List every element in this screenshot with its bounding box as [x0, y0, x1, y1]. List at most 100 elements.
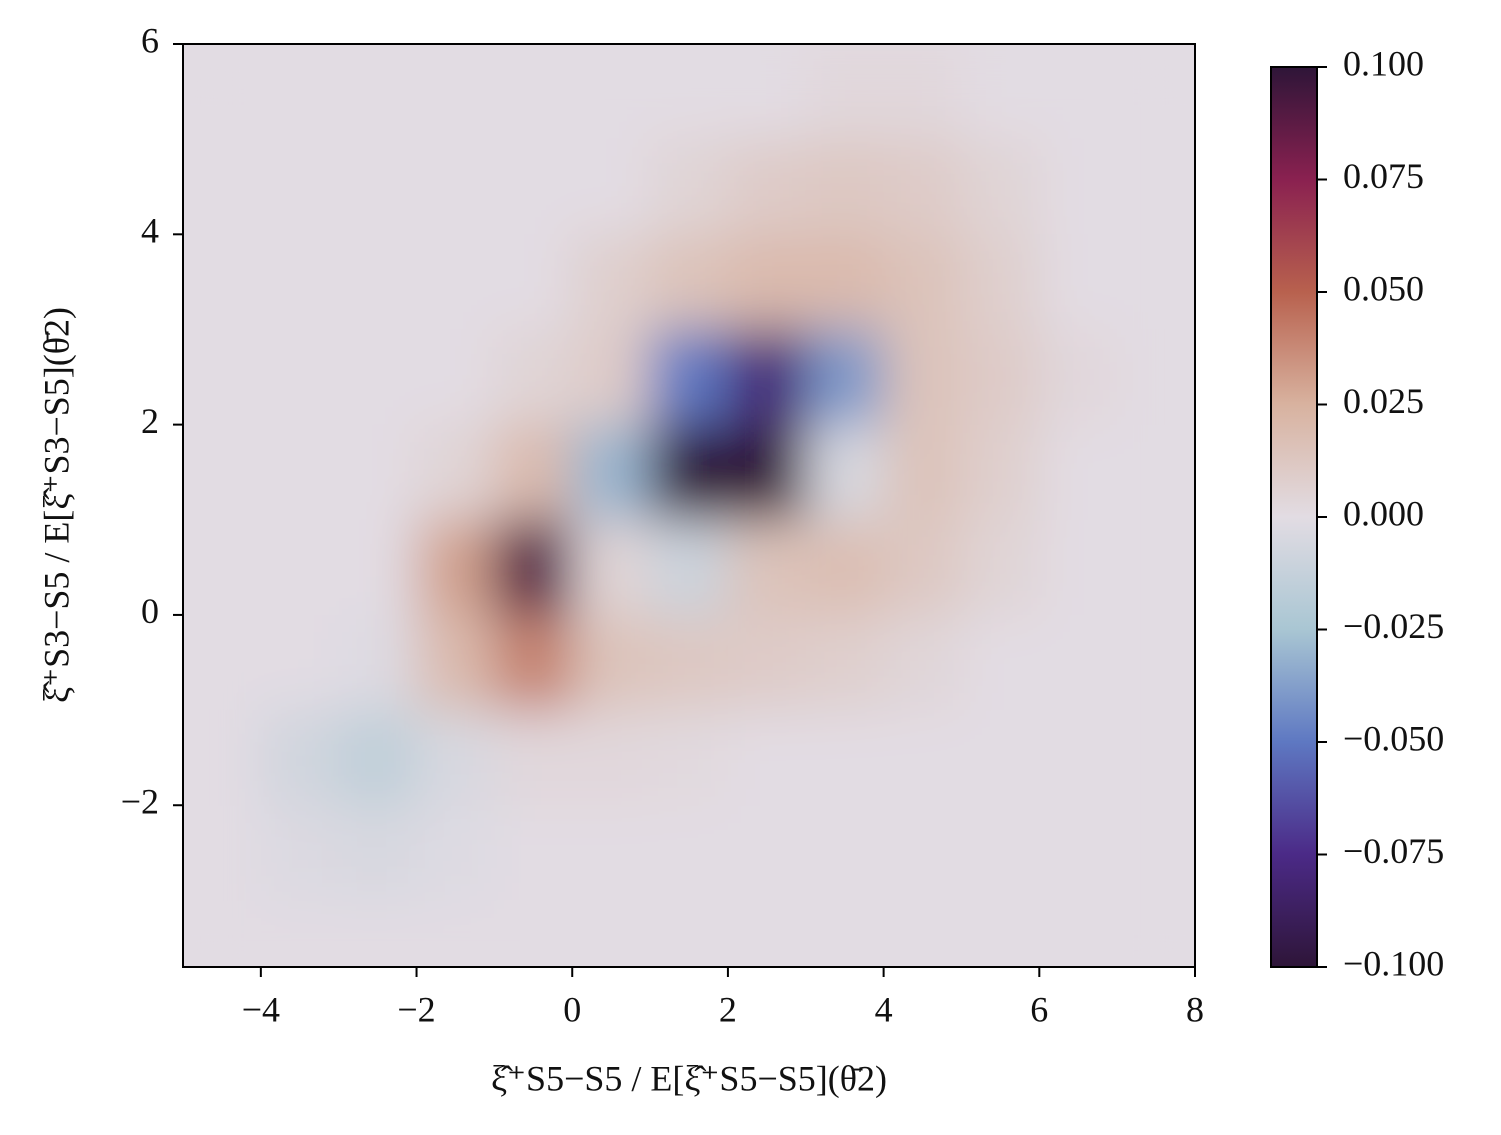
heat-cell: [961, 44, 1040, 140]
heat-cell: [883, 329, 962, 426]
heat-cell: [805, 234, 885, 330]
heat-cell: [727, 44, 807, 140]
heat-cell: [494, 805, 573, 901]
heat-cell: [650, 329, 729, 426]
x-tick-label: 0: [563, 989, 581, 1029]
heat-cell: [1039, 424, 1118, 521]
heat-cell: [183, 614, 262, 711]
heat-cell: [494, 614, 573, 711]
heat-cell: [416, 805, 495, 901]
heat-cell: [650, 710, 729, 806]
heat-cell: [1039, 519, 1118, 616]
heat-cell: [961, 805, 1040, 901]
heat-cell: [961, 710, 1040, 806]
heat-cell: [183, 519, 262, 616]
colorbar-tick-label: 0.050: [1343, 268, 1424, 308]
heat-cell: [650, 424, 729, 521]
heat-cell: [260, 900, 340, 967]
heat-cell: [727, 139, 807, 235]
heat-cell: [1117, 234, 1195, 330]
heat-cell: [1039, 900, 1118, 967]
heat-cell: [338, 234, 418, 330]
heat-cell: [805, 710, 885, 806]
heat-cell: [338, 805, 418, 901]
heat-cell: [650, 519, 729, 616]
heat-cell: [961, 329, 1040, 426]
x-tick-label: 8: [1186, 989, 1204, 1029]
heat-cell: [650, 139, 729, 235]
heat-cell: [650, 900, 729, 967]
heat-cell: [727, 900, 807, 967]
heat-cell: [416, 424, 495, 521]
heat-cell: [1039, 710, 1118, 806]
heat-cell: [494, 234, 573, 330]
y-axis-label: ξ̂⁺S3−S5 / E[ξ̂⁺S3−S5](θ̄2): [36, 307, 76, 703]
heat-cell: [805, 424, 885, 521]
x-axis-label: ξ̂⁺S5−S5 / E[ξ̂⁺S5−S5](θ̄2): [491, 1058, 887, 1098]
heat-cell: [338, 44, 418, 140]
heat-cell: [883, 710, 962, 806]
heat-cell: [883, 519, 962, 616]
heat-cell: [1039, 329, 1118, 426]
heat-cell: [494, 900, 573, 967]
heat-cell: [416, 139, 495, 235]
heat-cell: [572, 805, 651, 901]
heat-cell: [338, 329, 418, 426]
heat-cell: [1117, 139, 1195, 235]
heat-cell: [727, 805, 807, 901]
heat-cell: [416, 710, 495, 806]
plot-frame: [182, 43, 1196, 968]
heat-cell: [1039, 614, 1118, 711]
heat-cell: [1117, 424, 1195, 521]
heat-cell: [1117, 805, 1195, 901]
heat-cell: [572, 710, 651, 806]
heat-cell: [183, 329, 262, 426]
heat-cell: [727, 234, 807, 330]
heatmap-cells: [183, 44, 1195, 967]
heat-cell: [260, 614, 340, 711]
heat-cell: [260, 519, 340, 616]
heat-cell: [650, 614, 729, 711]
heat-cell: [1117, 614, 1195, 711]
heat-cell: [1039, 139, 1118, 235]
heat-cell: [416, 519, 495, 616]
heat-cell: [338, 139, 418, 235]
heat-cell: [416, 614, 495, 711]
heat-cell: [805, 614, 885, 711]
heat-cell: [494, 519, 573, 616]
heat-cell: [572, 329, 651, 426]
heat-cell: [1117, 710, 1195, 806]
heat-cell: [883, 44, 962, 140]
colorbar-tick-label: −0.025: [1343, 606, 1444, 646]
heat-cell: [572, 139, 651, 235]
x-tick-label: −2: [397, 989, 435, 1029]
heat-cell: [727, 329, 807, 426]
heat-cell: [883, 900, 962, 967]
heat-cell: [183, 900, 262, 967]
heat-cell: [805, 44, 885, 140]
heat-cell: [338, 519, 418, 616]
heat-cell: [416, 900, 495, 967]
heat-cell: [183, 234, 262, 330]
heat-cell: [1117, 900, 1195, 967]
heat-cell: [961, 424, 1040, 521]
heat-cell: [494, 329, 573, 426]
heat-cell: [727, 519, 807, 616]
heat-cell: [805, 519, 885, 616]
heat-cell: [1039, 805, 1118, 901]
heat-cell: [572, 900, 651, 967]
heat-cell: [805, 139, 885, 235]
y-tick-label: 4: [141, 211, 159, 251]
heat-cell: [805, 805, 885, 901]
heat-cell: [883, 424, 962, 521]
heat-cell: [260, 329, 340, 426]
heat-cell: [961, 900, 1040, 967]
heat-cell: [961, 139, 1040, 235]
colorbar-tick-label: 0.075: [1343, 156, 1424, 196]
heat-cell: [338, 424, 418, 521]
x-tick-label: 2: [719, 989, 737, 1029]
x-tick-label: 4: [875, 989, 893, 1029]
heat-cell: [260, 710, 340, 806]
heat-cell: [1117, 329, 1195, 426]
